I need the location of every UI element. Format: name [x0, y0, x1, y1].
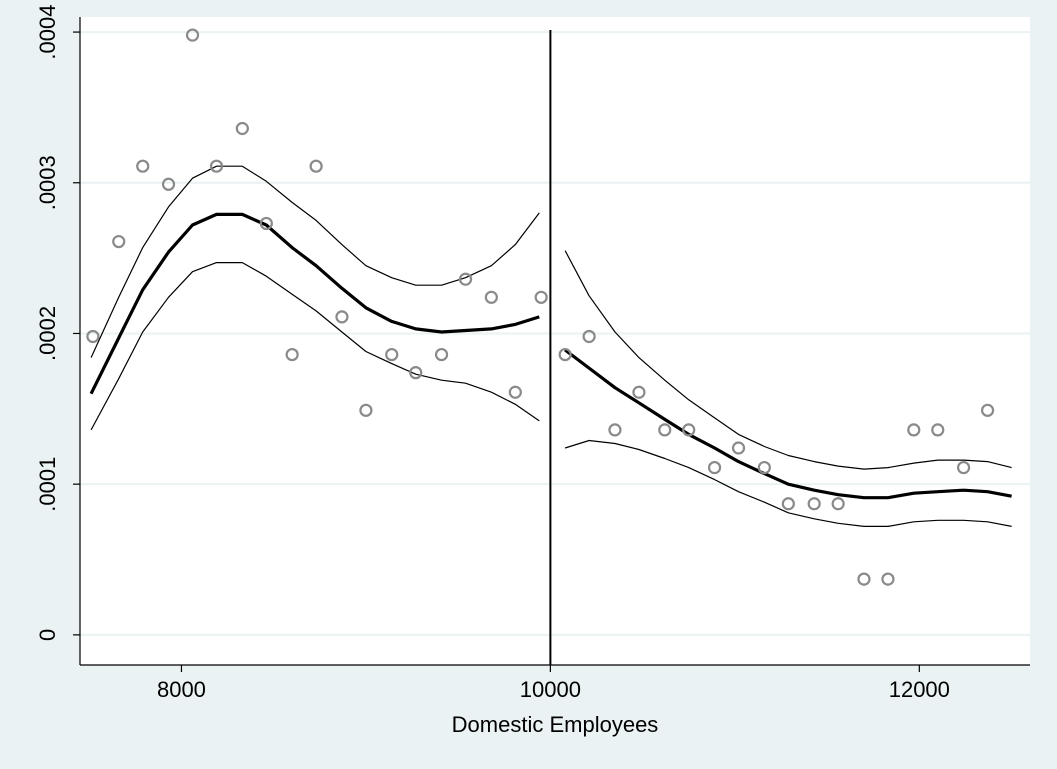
scatter-point — [582, 329, 596, 344]
scatter-point — [86, 329, 100, 344]
scatter-point — [458, 272, 473, 286]
fit-line-right — [564, 348, 1012, 500]
scatter-point — [980, 403, 995, 417]
scatter-point — [881, 572, 895, 586]
scatter-point — [658, 423, 672, 437]
scatter-point — [757, 460, 771, 475]
scatter-point — [434, 347, 449, 362]
ci-lower-right — [564, 439, 1012, 527]
scatter-point — [781, 497, 795, 511]
scatter-point — [112, 234, 126, 249]
x-tick-label: 8000 — [157, 677, 206, 702]
scatter-point — [335, 310, 349, 324]
plot-area — [80, 17, 1030, 665]
scatter-point — [185, 28, 200, 42]
y-tick-label: 0 — [35, 629, 60, 641]
ci-upper-right — [564, 250, 1012, 470]
fit-lines — [89, 165, 1012, 527]
y-tick-label: .0004 — [35, 5, 60, 60]
x-tick-label: 10000 — [520, 677, 581, 702]
scatter-point — [259, 216, 273, 231]
scatter-point — [956, 460, 971, 475]
scatter-point — [731, 441, 746, 455]
axes: 0 .0001 .0002 .0003 .0004 8000 10000 12000 — [35, 5, 1030, 702]
scatter-point — [136, 159, 150, 173]
scatter-point — [484, 290, 498, 304]
scatter-point — [285, 347, 299, 362]
scatter-point — [831, 497, 845, 511]
scatter-points — [86, 28, 995, 586]
scatter-point — [209, 159, 224, 173]
scatter-point — [931, 423, 945, 437]
scatter-point — [608, 423, 622, 437]
scatter-point — [807, 497, 821, 511]
fit-line-left — [89, 212, 540, 395]
scatter-point — [235, 121, 249, 136]
y-tick-label: .0003 — [35, 155, 60, 210]
scatter-point — [508, 385, 522, 399]
scatter-point — [359, 403, 373, 417]
scatter-point — [707, 460, 722, 475]
scatter-point — [161, 177, 176, 191]
scatter-point — [409, 366, 423, 380]
scatter-point — [907, 423, 921, 437]
x-axis-title: Domestic Employees — [452, 712, 659, 737]
x-tick-label: 12000 — [889, 677, 950, 702]
scatter-point — [534, 290, 548, 304]
scatter-point — [309, 159, 323, 173]
scatter-point — [558, 347, 572, 362]
ci-lower-left — [90, 262, 540, 431]
y-tick-label: .0002 — [35, 306, 60, 361]
ci-upper-left — [90, 165, 540, 358]
scatter-point — [385, 347, 399, 362]
scatter-point — [857, 572, 871, 586]
grid-lines — [80, 31, 1030, 636]
scatter-point — [682, 423, 696, 437]
scatter-point — [632, 385, 646, 399]
y-tick-label: .0001 — [35, 457, 60, 512]
